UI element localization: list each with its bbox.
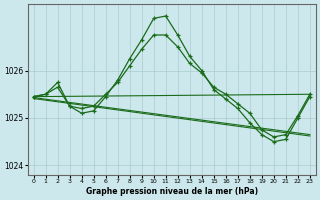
X-axis label: Graphe pression niveau de la mer (hPa): Graphe pression niveau de la mer (hPa) bbox=[86, 187, 258, 196]
